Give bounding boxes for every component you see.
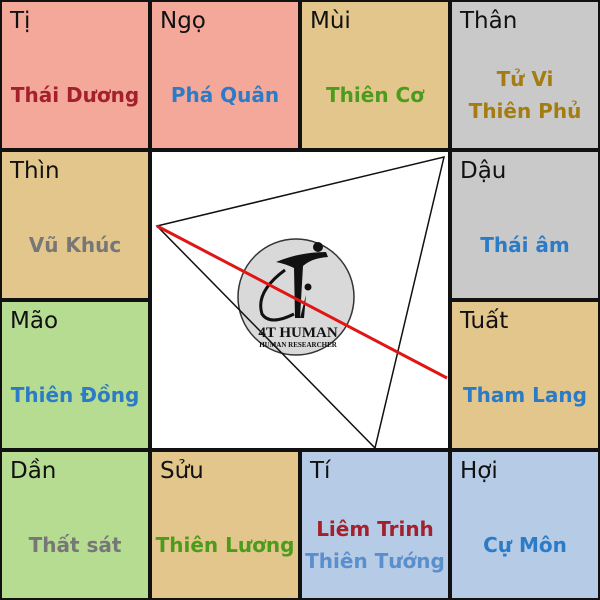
palace-branch: Hợi bbox=[460, 458, 498, 484]
star-name: Vũ Khúc bbox=[28, 233, 122, 257]
star-name: Thiên Tướng bbox=[305, 549, 445, 573]
star-name: Thiên Phủ bbox=[468, 99, 582, 123]
star-name: Liêm Trinh bbox=[316, 517, 434, 541]
palace-cell: Thìn Vũ Khúc bbox=[2, 152, 148, 298]
palace-cell: Tí Liêm Trinh Thiên Tướng bbox=[302, 452, 448, 598]
star-name: Tử Vi bbox=[496, 67, 554, 91]
palace-stars: Vũ Khúc bbox=[2, 202, 148, 288]
palace-stars: Thiên Cơ bbox=[302, 52, 448, 138]
palace-branch: Sửu bbox=[160, 458, 204, 484]
palace-cell: Mão Thiên Đồng bbox=[2, 302, 148, 448]
palace-branch: Mùi bbox=[310, 8, 351, 34]
palace-stars: Thái âm bbox=[452, 202, 598, 288]
palace-branch: Thân bbox=[460, 8, 518, 34]
palace-branch: Thìn bbox=[10, 158, 60, 184]
palace-stars: Phá Quân bbox=[152, 52, 298, 138]
red-line bbox=[156, 224, 448, 380]
star-name: Cự Môn bbox=[483, 533, 567, 557]
star-name: Thiên Cơ bbox=[326, 83, 424, 107]
palace-stars: Thiên Lương bbox=[152, 502, 298, 588]
palace-stars: Thất sát bbox=[2, 502, 148, 588]
palace-stars: Cự Môn bbox=[452, 502, 598, 588]
palace-branch: Dậu bbox=[460, 158, 507, 184]
star-name: Thiên Đồng bbox=[10, 383, 140, 407]
star-name: Thiên Lương bbox=[155, 533, 295, 557]
palace-stars: Thiên Đồng bbox=[2, 352, 148, 438]
palace-stars: Liêm Trinh Thiên Tướng bbox=[302, 502, 448, 588]
star-name: Thái Dương bbox=[10, 83, 140, 107]
palace-branch: Ngọ bbox=[160, 8, 206, 34]
palace-cell: Dần Thất sát bbox=[2, 452, 148, 598]
logo-brand: 4T HUMAN bbox=[258, 325, 337, 341]
palace-cell: Thân Tử Vi Thiên Phủ bbox=[452, 2, 598, 148]
logo-tagline: HUMAN RESEARCHER bbox=[259, 341, 338, 349]
star-name: Thất sát bbox=[28, 533, 122, 557]
palace-stars: Tham Lang bbox=[452, 352, 598, 438]
star-name: Thái âm bbox=[480, 233, 570, 257]
palace-stars: Thái Dương bbox=[2, 52, 148, 138]
palace-cell: Ngọ Phá Quân bbox=[152, 2, 298, 148]
palace-branch: Dần bbox=[10, 458, 57, 484]
palace-cell: Dậu Thái âm bbox=[452, 152, 598, 298]
palace-cell: Sửu Thiên Lương bbox=[152, 452, 298, 598]
star-name: Phá Quân bbox=[170, 83, 280, 107]
triangle bbox=[155, 155, 446, 450]
logo-figure bbox=[259, 242, 328, 322]
palace-branch: Tị bbox=[10, 8, 31, 34]
palace-cell: Mùi Thiên Cơ bbox=[302, 2, 448, 148]
palace-cell: Tị Thái Dương bbox=[2, 2, 148, 148]
palace-branch: Tí bbox=[310, 458, 331, 484]
palace-branch: Tuất bbox=[460, 308, 509, 334]
palace-stars: Tử Vi Thiên Phủ bbox=[452, 52, 598, 138]
palace-cell: Hợi Cự Môn bbox=[452, 452, 598, 598]
star-name: Tham Lang bbox=[463, 383, 587, 407]
palace-branch: Mão bbox=[10, 308, 59, 334]
palace-cell: Tuất Tham Lang bbox=[452, 302, 598, 448]
